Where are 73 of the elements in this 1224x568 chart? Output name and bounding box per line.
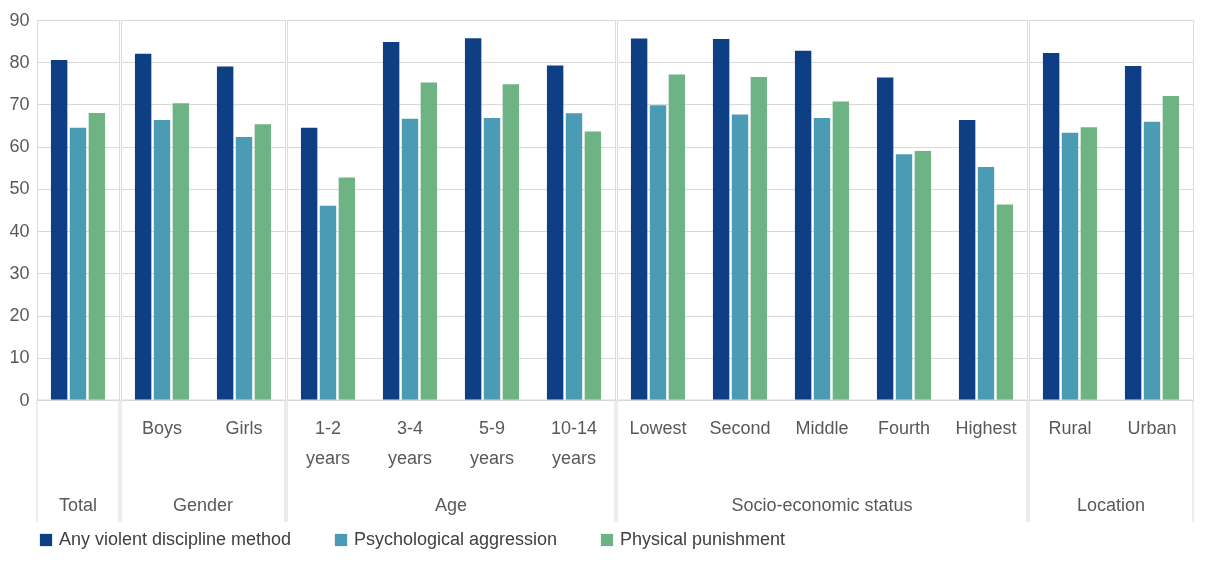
x-tick-label: Girls — [225, 418, 263, 438]
bar — [958, 120, 976, 400]
bar — [464, 38, 482, 400]
bar — [235, 136, 253, 400]
bar — [750, 77, 768, 400]
x-tick-label: Second — [709, 418, 771, 438]
y-tick-label: 40 — [9, 220, 30, 241]
bar — [420, 82, 438, 400]
bar — [502, 84, 520, 400]
y-tick-label: 30 — [9, 262, 30, 283]
y-tick-label: 50 — [9, 178, 30, 199]
bar — [832, 101, 850, 400]
bar — [794, 50, 812, 400]
x-tick-label: 5-9 years — [469, 418, 515, 468]
bar — [1162, 96, 1180, 400]
bar — [668, 74, 686, 400]
y-tick-label: 0 — [19, 389, 30, 410]
bar — [914, 150, 932, 400]
bar — [254, 124, 272, 400]
x-axis-title: Age — [434, 495, 468, 515]
legend-label: Any violent discipline method — [59, 529, 292, 549]
bar — [584, 131, 602, 400]
x-tick-label: Rural — [1048, 418, 1092, 438]
bar — [216, 66, 234, 400]
x-axis-title: Socio-economic status — [731, 495, 913, 515]
x-tick-label: Middle — [795, 418, 849, 438]
x-tick-label: Urban — [1127, 418, 1177, 438]
y-tick-label: 80 — [9, 51, 30, 72]
bar — [1080, 127, 1098, 400]
x-tick-label: 1-2 years — [305, 418, 351, 468]
bar — [1061, 132, 1079, 400]
x-tick-label: Highest — [955, 418, 1017, 438]
x-tick-label: Fourth — [877, 418, 931, 438]
x-axis-title: Total — [58, 495, 98, 515]
bar — [546, 65, 564, 400]
bar — [88, 112, 106, 400]
bar — [565, 113, 583, 400]
x-axis-title: Gender — [172, 495, 234, 515]
bar — [977, 166, 995, 400]
bar — [153, 120, 171, 400]
bar — [401, 118, 419, 400]
bar — [338, 177, 356, 400]
bar — [996, 204, 1014, 400]
y-tick-label: 60 — [9, 136, 30, 157]
bar — [1124, 66, 1142, 400]
y-tick-label: 20 — [9, 305, 30, 326]
bar — [300, 127, 318, 400]
legend-label: Psychological aggression — [354, 529, 558, 549]
x-tick-label: Lowest — [629, 418, 687, 438]
x-tick-label: Boys — [141, 418, 183, 438]
bar — [876, 77, 894, 400]
bar — [69, 127, 87, 400]
bar — [50, 60, 68, 400]
x-tick-label: 10-14 years — [550, 418, 598, 468]
bar — [319, 205, 337, 400]
y-tick-label: 10 — [9, 347, 30, 368]
bar — [649, 105, 667, 400]
y-tick-label: 90 — [9, 9, 30, 30]
bar — [813, 117, 831, 400]
bar — [1042, 52, 1060, 400]
x-axis-title: Location — [1076, 495, 1146, 515]
x-tick-label: 3-4 years — [387, 418, 433, 468]
bar — [172, 103, 190, 400]
bar — [134, 53, 152, 400]
legend-label: Physical punishment — [620, 529, 786, 549]
bar — [712, 39, 730, 400]
bar — [630, 38, 648, 400]
y-tick-label: 70 — [9, 93, 30, 114]
bar — [895, 154, 913, 400]
bar — [483, 117, 501, 400]
bar — [382, 41, 400, 400]
bar — [1143, 121, 1161, 400]
bar — [731, 114, 749, 400]
